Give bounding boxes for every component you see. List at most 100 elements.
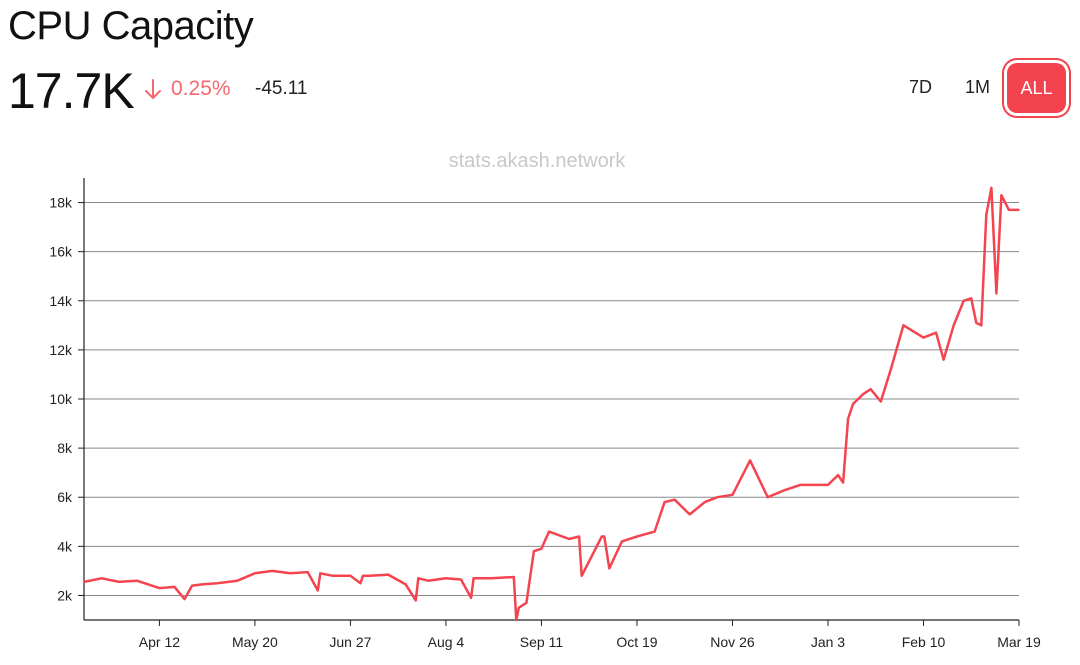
data-point <box>731 494 734 496</box>
y-tick-label: 10k <box>49 391 73 407</box>
data-point <box>332 575 334 577</box>
y-tick-label: 2k <box>57 587 73 603</box>
data-point <box>935 331 937 334</box>
x-tick-label: Aug 4 <box>428 634 465 650</box>
data-point <box>362 575 364 577</box>
data-point <box>349 575 352 577</box>
data-point <box>183 598 186 600</box>
range-1m-button[interactable]: 1M <box>965 77 991 97</box>
range-all-button[interactable]: ALL <box>1007 63 1066 113</box>
y-tick-label: 12k <box>49 342 73 358</box>
data-point <box>942 358 945 361</box>
data-point <box>990 187 993 189</box>
data-point <box>568 538 570 540</box>
x-tick-label: Nov 26 <box>710 634 755 650</box>
data-point <box>216 582 218 584</box>
data-point <box>608 567 611 570</box>
data-point <box>902 324 905 327</box>
data-point <box>621 540 623 543</box>
watermark: stats.akash.network <box>449 150 627 172</box>
data-point <box>271 570 274 572</box>
data-point <box>975 322 978 324</box>
data-point <box>995 292 998 295</box>
current-value: 17.7K <box>8 63 135 119</box>
data-point <box>533 550 535 552</box>
x-tick-label: Feb 10 <box>902 634 946 650</box>
x-tick-label: Apr 12 <box>139 634 180 650</box>
data-point <box>359 582 362 584</box>
data-point <box>387 573 389 576</box>
data-point <box>985 214 988 216</box>
data-point <box>962 300 965 302</box>
data-point <box>766 496 769 499</box>
data-point <box>749 459 751 462</box>
data-point <box>688 513 691 516</box>
x-tick-label: Oct 19 <box>616 634 657 650</box>
x-tick-label: Mar 19 <box>997 634 1041 650</box>
data-point <box>118 581 120 583</box>
data-point <box>319 572 322 575</box>
data-point <box>317 589 319 592</box>
data-point <box>472 577 475 580</box>
series-line <box>83 186 1019 622</box>
data-point <box>852 403 854 405</box>
data-point <box>417 577 420 580</box>
data-point <box>809 484 812 486</box>
y-tick-label: 14k <box>49 293 73 309</box>
data-point <box>289 572 291 575</box>
data-point <box>1000 194 1003 196</box>
data-point <box>548 530 550 533</box>
data-point <box>704 501 706 503</box>
data-point <box>970 297 972 300</box>
data-point <box>1008 209 1010 211</box>
data-point <box>540 548 543 550</box>
data-point <box>191 584 193 587</box>
data-point <box>837 474 839 476</box>
data-point <box>427 579 430 582</box>
data-point <box>799 484 802 486</box>
data-point <box>1018 209 1020 211</box>
data-point <box>653 530 656 533</box>
y-axis-labels: 2k 4k 6k 8k 10k 12k 14k 16k 18k <box>49 195 73 604</box>
data-point <box>201 583 203 586</box>
data-point <box>880 400 882 403</box>
data-point <box>869 388 872 391</box>
arrow-down-icon <box>145 79 161 99</box>
data-point <box>100 577 103 580</box>
data-point <box>513 576 515 578</box>
data-point <box>173 586 176 588</box>
data-point <box>460 578 462 581</box>
data-point <box>980 324 983 327</box>
y-tick-label: 18k <box>49 195 73 211</box>
y-tick-label: 16k <box>49 244 73 260</box>
chart-title: CPU Capacity <box>8 4 254 48</box>
x-tick-label: May 20 <box>232 634 278 650</box>
data-point <box>952 324 955 327</box>
data-point <box>784 489 787 491</box>
data-point <box>890 368 892 371</box>
x-tick-label: Sep 11 <box>520 634 564 650</box>
data-point <box>580 575 583 577</box>
data-point <box>862 393 864 395</box>
data-point <box>922 336 925 339</box>
data-point <box>673 498 676 501</box>
change-absolute: -45.11 <box>255 78 308 99</box>
data-point <box>445 577 447 580</box>
data-point <box>827 484 829 486</box>
data-point <box>578 535 580 538</box>
change-indicator: 0.25% <box>143 77 231 101</box>
range-7d-button[interactable]: 7D <box>909 77 933 97</box>
data-point <box>515 619 518 621</box>
change-percent: 0.25% <box>171 77 231 100</box>
data-point <box>136 579 138 582</box>
axes <box>78 178 1020 626</box>
x-axis-labels: Apr 12 May 20 Jun 27 Aug 4 Sep 11 Oct 19 Nov 2… <box>139 634 1041 650</box>
data-point <box>716 496 719 499</box>
data-point <box>636 535 638 538</box>
data-point <box>601 535 603 538</box>
data-point <box>847 417 849 420</box>
y-tick-label: 4k <box>57 538 73 554</box>
data-point <box>518 606 520 609</box>
y-tick-label: 6k <box>57 489 73 505</box>
